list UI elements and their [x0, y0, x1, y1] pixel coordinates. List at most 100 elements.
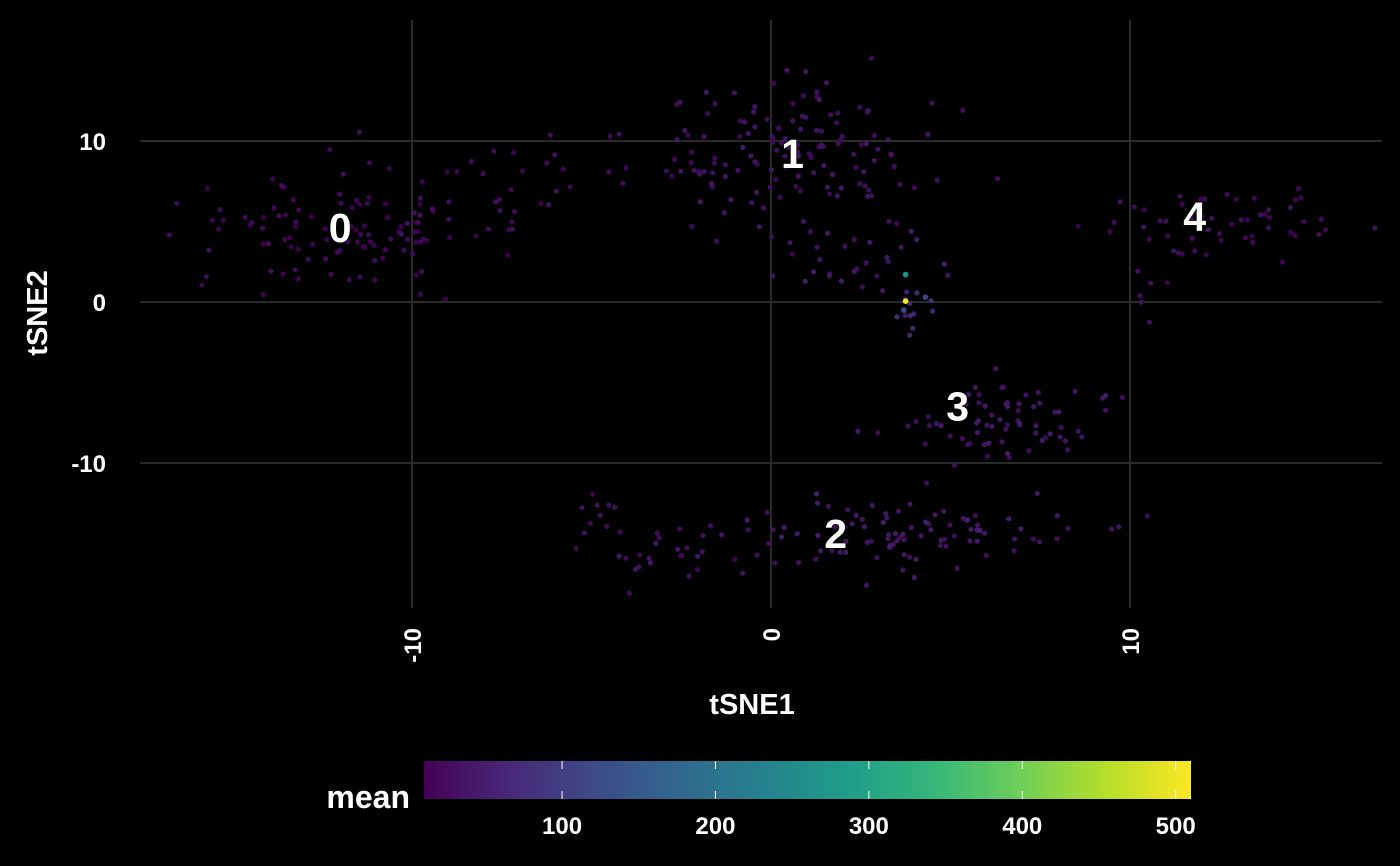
data-point	[904, 289, 910, 295]
data-point	[1138, 299, 1144, 305]
data-point	[806, 151, 812, 157]
data-point	[768, 167, 775, 173]
data-point	[567, 184, 573, 190]
data-point	[761, 205, 767, 211]
data-point	[1242, 235, 1249, 241]
data-point	[411, 210, 417, 216]
cluster-label: 0	[329, 205, 352, 251]
data-point	[327, 146, 333, 153]
data-point	[1205, 227, 1212, 233]
data-point	[918, 533, 924, 539]
data-point	[1033, 430, 1039, 436]
data-point	[745, 527, 751, 533]
data-point	[815, 532, 821, 539]
data-point	[722, 162, 728, 168]
data-point	[1054, 513, 1060, 519]
data-point	[984, 453, 991, 460]
data-point	[1287, 229, 1294, 235]
data-point	[486, 226, 492, 232]
data-point	[691, 167, 697, 173]
data-point	[772, 176, 779, 182]
data-point	[814, 491, 820, 497]
data-point	[790, 101, 796, 107]
data-point	[752, 104, 758, 110]
data-point	[795, 173, 801, 179]
data-point	[925, 414, 931, 420]
data-point	[685, 132, 691, 138]
data-point	[510, 150, 517, 156]
data-point	[328, 271, 334, 277]
data-point	[784, 67, 790, 73]
data-point	[418, 239, 424, 245]
data-point	[1037, 400, 1043, 406]
data-point	[941, 536, 948, 543]
data-point	[695, 553, 701, 559]
data-point	[546, 202, 552, 208]
data-point	[1266, 207, 1272, 213]
data-point	[749, 200, 755, 206]
data-point	[983, 552, 989, 559]
data-point	[1065, 525, 1071, 531]
data-point	[711, 160, 718, 166]
data-point	[907, 332, 913, 338]
data-point	[1116, 524, 1122, 530]
data-point	[366, 232, 372, 238]
data-point	[511, 209, 518, 215]
data-point	[754, 189, 760, 195]
data-point	[923, 519, 929, 525]
data-point	[786, 145, 792, 151]
data-point	[874, 273, 880, 279]
data-point	[754, 161, 760, 167]
data-point	[927, 422, 933, 429]
data-point	[975, 522, 981, 528]
data-point	[1144, 513, 1150, 519]
data-point	[825, 503, 832, 509]
data-point	[813, 556, 819, 562]
data-point	[538, 200, 544, 207]
data-point	[689, 149, 695, 155]
data-point	[865, 108, 871, 114]
data-point	[947, 433, 953, 439]
data-point	[886, 544, 893, 550]
data-point	[697, 199, 704, 205]
data-point	[712, 155, 718, 161]
data-point	[966, 391, 972, 398]
data-point	[506, 227, 512, 233]
data-point	[769, 234, 775, 240]
grid-lines	[140, 20, 1382, 608]
data-point	[1170, 248, 1177, 254]
data-point	[265, 241, 271, 247]
data-point	[544, 160, 550, 166]
data-point	[843, 549, 849, 555]
data-point	[868, 55, 875, 61]
data-point	[851, 151, 857, 157]
data-point	[1218, 237, 1224, 243]
data-point	[764, 509, 770, 515]
data-point	[1372, 225, 1378, 231]
data-point	[828, 112, 834, 118]
data-point	[504, 252, 511, 258]
data-point	[413, 239, 419, 245]
data-point	[217, 207, 223, 213]
data-point	[894, 538, 900, 544]
data-point	[814, 89, 820, 95]
data-point	[398, 224, 404, 230]
data-point	[417, 291, 424, 297]
data-point	[1318, 216, 1324, 222]
data-point	[924, 480, 930, 486]
data-point	[811, 170, 817, 176]
data-point	[678, 168, 684, 174]
data-point	[892, 531, 899, 537]
data-points	[166, 55, 1378, 596]
data-point	[821, 162, 827, 169]
y-tick-label: -10	[71, 451, 106, 478]
data-point	[911, 574, 917, 581]
data-point	[1251, 195, 1257, 201]
data-point	[869, 502, 875, 508]
data-point	[842, 524, 848, 530]
data-point	[606, 169, 612, 175]
data-point	[260, 214, 267, 220]
data-point	[579, 505, 585, 511]
